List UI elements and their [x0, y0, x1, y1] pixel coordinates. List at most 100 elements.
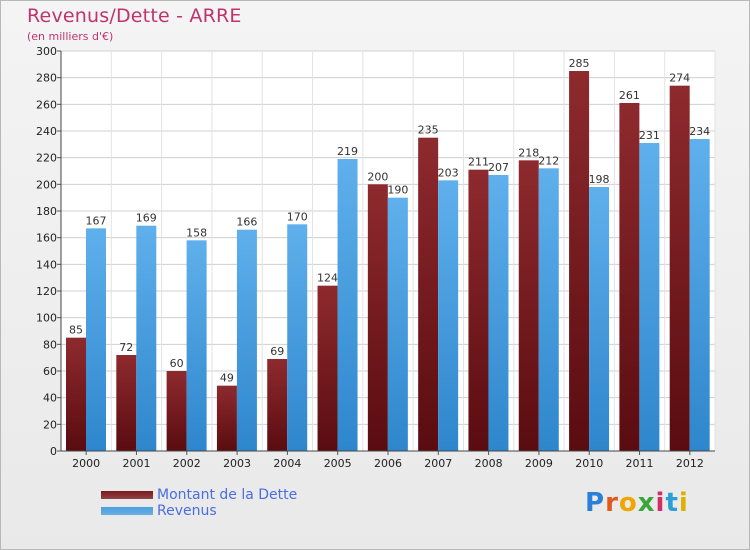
bar-debt — [669, 85, 690, 452]
data-label-revenue: 169 — [136, 212, 157, 225]
x-tick-label: 2003 — [223, 457, 251, 470]
data-label-revenue: 198 — [589, 173, 610, 186]
brand-letter: i — [655, 488, 666, 518]
bar-debt — [418, 137, 439, 451]
data-label-revenue: 167 — [86, 214, 107, 227]
brand-letter: i — [678, 488, 689, 518]
data-label-debt: 69 — [270, 345, 284, 358]
bar-revenue — [337, 159, 358, 451]
bar-revenue — [86, 228, 106, 451]
x-tick-label: 2011 — [626, 457, 654, 470]
y-tick-label: 100 — [36, 312, 57, 325]
data-label-debt: 72 — [119, 341, 133, 354]
legend-item-revenue: Revenus — [101, 503, 297, 519]
bar-revenue — [387, 197, 408, 451]
x-tick-label: 2004 — [273, 457, 301, 470]
x-tick-label: 2006 — [374, 457, 402, 470]
data-label-revenue: 234 — [689, 125, 710, 138]
y-tick-label: 280 — [36, 72, 57, 85]
data-label-revenue: 170 — [287, 210, 308, 223]
x-tick-label: 2000 — [72, 457, 100, 470]
data-label-revenue: 231 — [639, 129, 660, 142]
bar-revenue — [689, 139, 710, 451]
x-tick-label: 2009 — [525, 457, 553, 470]
x-tick-label: 2001 — [122, 457, 150, 470]
chart-title: Revenus/Dette - ARRE — [27, 5, 242, 27]
y-tick-label: 0 — [50, 445, 57, 458]
data-label-debt: 85 — [69, 324, 83, 337]
data-label-revenue: 203 — [438, 166, 459, 179]
bar-revenue — [236, 229, 257, 451]
brand-letter: P — [585, 488, 606, 518]
y-tick-label: 240 — [36, 125, 57, 138]
legend-swatch-debt — [101, 491, 153, 499]
bar-debt — [468, 169, 489, 451]
bar-revenue — [639, 143, 660, 451]
y-tick-label: 80 — [43, 338, 57, 351]
bar-revenue — [186, 240, 207, 451]
y-tick-label: 140 — [36, 258, 57, 271]
x-tick-label: 2008 — [475, 457, 503, 470]
bar-debt — [66, 337, 86, 451]
brand-letter: o — [618, 488, 638, 518]
legend-label-debt: Montant de la Dette — [157, 487, 298, 503]
y-tick-label: 20 — [43, 418, 57, 431]
data-label-revenue: 190 — [387, 184, 408, 197]
brand-letter: t — [665, 488, 679, 518]
bar-revenue — [438, 180, 459, 452]
data-label-debt: 261 — [619, 89, 640, 102]
y-tick-label: 300 — [36, 45, 57, 58]
bar-debt — [569, 71, 590, 451]
legend: Montant de la Dette Revenus — [101, 487, 297, 519]
chart-subtitle: (en milliers d'€) — [27, 30, 114, 43]
bar-revenue — [538, 168, 559, 452]
bar-debt — [166, 371, 187, 451]
data-label-debt: 218 — [518, 146, 539, 159]
bar-debt — [267, 359, 288, 451]
data-label-debt: 124 — [317, 272, 338, 285]
y-tick-label: 40 — [43, 392, 57, 405]
bar-revenue — [589, 187, 610, 451]
y-tick-label: 120 — [36, 285, 57, 298]
data-label-revenue: 207 — [488, 161, 509, 174]
y-tick-label: 160 — [36, 232, 57, 245]
x-tick-label: 2012 — [676, 457, 704, 470]
data-label-revenue: 158 — [186, 226, 207, 239]
x-tick-label: 2005 — [324, 457, 352, 470]
data-label-revenue: 166 — [236, 216, 257, 229]
bar-debt — [619, 103, 640, 451]
x-tick-label: 2010 — [575, 457, 603, 470]
brand-letter: r — [605, 488, 619, 518]
y-tick-label: 60 — [43, 365, 57, 378]
data-label-debt: 285 — [569, 57, 590, 70]
data-label-debt: 235 — [418, 124, 439, 137]
data-label-debt: 200 — [367, 170, 388, 183]
brand-logo: Proxiti — [585, 488, 689, 518]
bar-debt — [518, 160, 539, 452]
legend-label-revenue: Revenus — [157, 503, 217, 519]
y-tick-label: 220 — [36, 152, 57, 165]
bar-debt — [116, 355, 137, 451]
bar-debt — [317, 285, 338, 451]
data-label-debt: 49 — [220, 372, 234, 385]
bar-revenue — [136, 225, 157, 451]
y-tick-label: 200 — [36, 178, 57, 191]
y-tick-label: 180 — [36, 205, 57, 218]
bar-revenue — [287, 224, 308, 451]
data-label-revenue: 212 — [538, 154, 559, 167]
bar-revenue — [488, 175, 509, 451]
x-tick-label: 2007 — [424, 457, 452, 470]
x-tick-label: 2002 — [173, 457, 201, 470]
data-label-revenue: 219 — [337, 145, 358, 158]
data-label-debt: 274 — [669, 72, 690, 85]
brand-letter: x — [637, 488, 656, 518]
legend-swatch-revenue — [101, 507, 153, 515]
data-label-debt: 60 — [170, 357, 184, 370]
data-label-debt: 211 — [468, 156, 489, 169]
bar-debt — [367, 184, 388, 452]
bar-debt — [216, 385, 237, 451]
y-tick-label: 260 — [36, 98, 57, 111]
legend-item-debt: Montant de la Dette — [101, 487, 297, 503]
